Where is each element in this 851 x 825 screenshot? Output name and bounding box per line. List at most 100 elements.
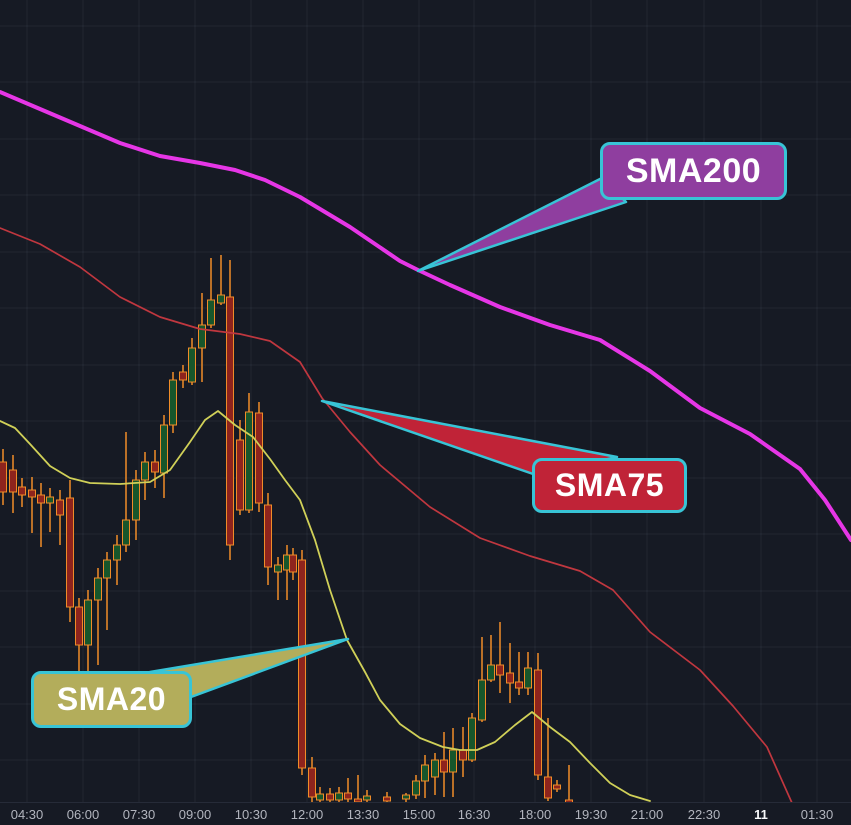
candle[interactable]	[141, 452, 149, 500]
candle[interactable]	[431, 753, 439, 795]
candle[interactable]	[553, 780, 561, 792]
candle[interactable]	[515, 652, 523, 695]
candle[interactable]	[298, 550, 306, 775]
candle[interactable]	[289, 548, 297, 580]
candle-body-down	[179, 371, 187, 381]
sma200-line[interactable]	[0, 90, 851, 542]
candle[interactable]	[18, 478, 26, 507]
candle[interactable]	[46, 488, 54, 532]
sma75-callout-text: SMA75	[554, 467, 665, 503]
candle-body-up	[316, 793, 324, 801]
candle[interactable]	[198, 293, 206, 382]
candle-body-down	[18, 486, 26, 496]
candle-body-down	[0, 461, 7, 493]
candle-body-down	[66, 497, 74, 608]
candle[interactable]	[94, 568, 102, 665]
candle-body-up	[160, 424, 168, 474]
sma20-callout-label[interactable]: SMA20	[31, 671, 192, 728]
grid-lines	[0, 0, 851, 803]
candle[interactable]	[179, 365, 187, 388]
candle-body-down	[264, 504, 272, 568]
candle-body-up	[94, 577, 102, 601]
candle[interactable]	[449, 728, 457, 797]
candle[interactable]	[524, 652, 532, 695]
candle-body-up	[402, 794, 410, 800]
candle[interactable]	[132, 470, 140, 540]
candle-body-down	[565, 799, 573, 803]
candle[interactable]	[344, 778, 352, 803]
candle-body-down	[496, 664, 504, 676]
time-tick: 22:30	[687, 807, 721, 822]
candle-body-up	[141, 461, 149, 481]
candle[interactable]	[487, 635, 495, 682]
candle[interactable]	[468, 713, 476, 762]
time-tick: 15:00	[402, 807, 436, 822]
time-tick: 12:00	[290, 807, 324, 822]
candle[interactable]	[383, 792, 391, 803]
candle[interactable]	[169, 372, 177, 433]
time-tick-date: 11	[754, 807, 768, 822]
sma200-callout-text: SMA200	[625, 151, 762, 190]
candle-body-up	[478, 679, 486, 721]
candle[interactable]	[421, 755, 429, 798]
candle[interactable]	[245, 393, 253, 513]
sma20-line[interactable]	[0, 410, 651, 802]
candle-body-up	[487, 664, 495, 681]
candle[interactable]	[113, 535, 121, 585]
candle[interactable]	[56, 490, 64, 545]
candle-body-down	[56, 499, 64, 516]
time-tick: 13:30	[346, 807, 380, 822]
candle[interactable]	[440, 732, 448, 797]
candle-body-up	[431, 759, 439, 778]
candle[interactable]	[544, 718, 552, 801]
candle-body-down	[440, 759, 448, 773]
candle[interactable]	[28, 477, 36, 533]
candle[interactable]	[274, 557, 282, 600]
candle[interactable]	[264, 493, 272, 585]
candle[interactable]	[506, 643, 514, 703]
candle-body-up	[188, 347, 196, 383]
candle[interactable]	[66, 480, 74, 622]
time-tick: 04:30	[10, 807, 44, 822]
candle[interactable]	[496, 622, 504, 693]
candle[interactable]	[122, 432, 130, 552]
sma75-callout-label[interactable]: SMA75	[532, 458, 687, 513]
candle[interactable]	[363, 790, 371, 803]
candle[interactable]	[326, 788, 334, 803]
candle[interactable]	[0, 449, 7, 505]
candle[interactable]	[188, 338, 196, 385]
price-chart-canvas[interactable]	[0, 0, 851, 803]
sma75-line[interactable]	[0, 227, 793, 803]
time-tick: 06:00	[66, 807, 100, 822]
candle[interactable]	[402, 793, 410, 803]
candle-body-up	[274, 564, 282, 573]
candle[interactable]	[37, 483, 45, 547]
time-tick: 07:30	[122, 807, 156, 822]
candle[interactable]	[412, 775, 420, 799]
candle[interactable]	[236, 420, 244, 515]
candle-body-up	[412, 780, 420, 796]
candle-body-up	[217, 294, 225, 304]
candle-body-down	[383, 796, 391, 802]
candle-body-up	[122, 519, 130, 546]
candle[interactable]	[226, 260, 234, 560]
candle-body-down	[544, 776, 552, 799]
candle[interactable]	[478, 637, 486, 722]
candle-body-down	[553, 784, 561, 790]
candle[interactable]	[255, 402, 263, 512]
candle-body-up	[449, 749, 457, 773]
candle[interactable]	[9, 455, 17, 513]
candle[interactable]	[565, 765, 573, 803]
candle[interactable]	[207, 258, 215, 328]
candle-body-down	[459, 749, 467, 761]
candle-body-down	[298, 559, 306, 769]
candle[interactable]	[308, 757, 316, 803]
candle-body-up	[84, 599, 92, 646]
candle[interactable]	[151, 450, 159, 488]
candle-body-down	[28, 489, 36, 498]
candle[interactable]	[103, 552, 111, 630]
sma200-callout-label[interactable]: SMA200	[600, 142, 787, 200]
time-axis[interactable]: 04:30 06:00 07:30 09:00 10:30 12:00 13:30 15:00…	[0, 802, 851, 825]
candle[interactable]	[217, 255, 225, 305]
